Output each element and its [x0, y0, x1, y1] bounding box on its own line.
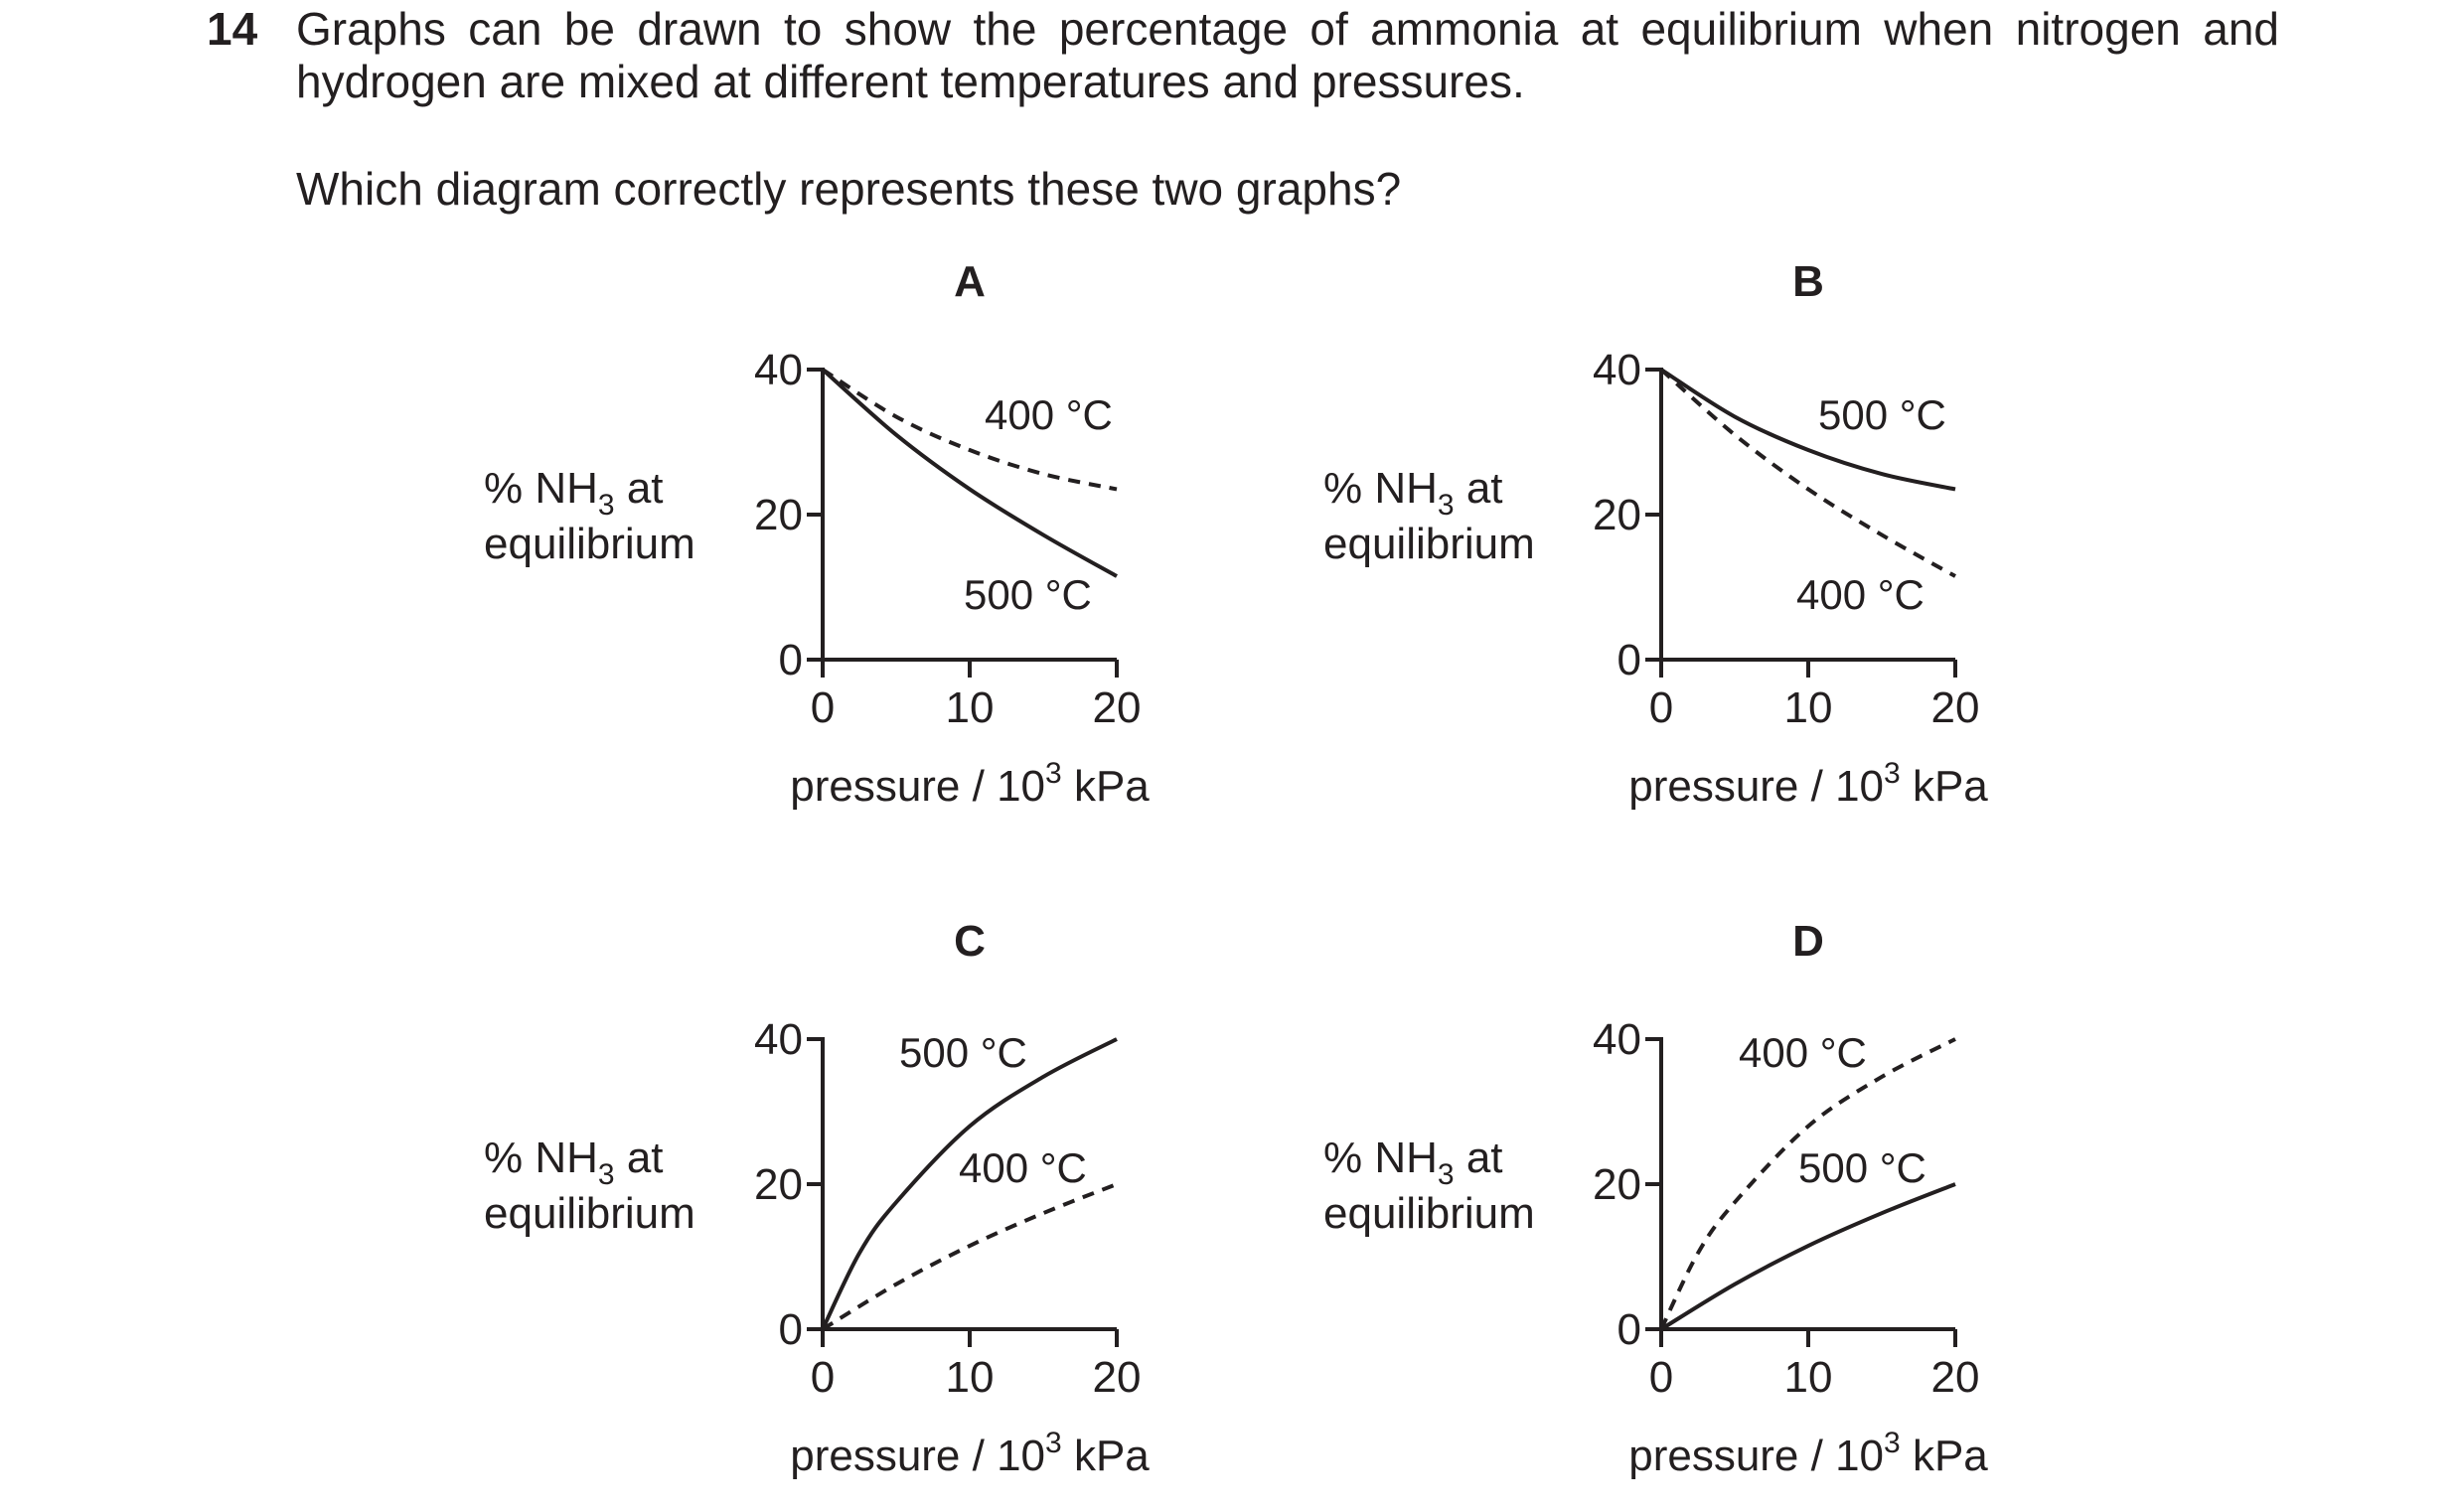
y-axis-label-line-2: equilibrium [1323, 1189, 1535, 1238]
series-label: 400 °C [1739, 1029, 1867, 1076]
option-letter: C [954, 917, 986, 966]
y-tick-label: 0 [779, 636, 803, 684]
question-number: 14 [207, 3, 258, 55]
option-b-graph: B 0 20 40 0 10 20 pressure / 103 kPa % NH3 atequ… [1323, 257, 1988, 811]
series-label: 500 °C [1818, 391, 1946, 438]
option-c-graph: C 0 20 40 0 10 20 pressure / 103 kPa % NH3 atequ… [484, 917, 1150, 1480]
x-axis-label: pressure / 103 kPa [1628, 757, 1988, 811]
question-stem-line-1: Graphs can be drawn to show the percenta… [296, 3, 2279, 55]
x-tick-label: 10 [946, 1353, 995, 1402]
series-line-dashed [1659, 368, 1956, 578]
y-tick-label: 0 [779, 1305, 803, 1354]
x-axis-label: pressure / 103 kPa [790, 757, 1150, 811]
x-tick-label: 20 [1931, 683, 1980, 732]
y-tick-label: 20 [1593, 491, 1641, 539]
y-axis-label: % NH3 at [484, 1133, 664, 1191]
y-tick-label: 40 [1593, 346, 1641, 394]
x-axis-label: pressure / 103 kPa [790, 1427, 1150, 1480]
x-tick-label: 20 [1093, 1353, 1142, 1402]
y-axis-label-line-2: equilibrium [484, 1189, 695, 1238]
y-axis-label: % NH3 at [484, 464, 664, 522]
x-tick-label: 10 [946, 683, 995, 732]
x-tick-label: 0 [811, 1353, 835, 1402]
x-tick-label: 0 [1649, 1353, 1673, 1402]
y-tick-label: 40 [1593, 1015, 1641, 1064]
series-line-dashed [821, 368, 1118, 492]
x-tick-label: 0 [1649, 683, 1673, 732]
series-label: 400 °C [959, 1144, 1087, 1191]
series-label: 500 °C [964, 571, 1092, 618]
y-axis-label: % NH3 at [1323, 1133, 1503, 1191]
series-label: 500 °C [899, 1029, 1027, 1076]
x-tick-label: 0 [811, 683, 835, 732]
series-line-dashed [1659, 1037, 1956, 1330]
series-line-solid [821, 1037, 1118, 1330]
y-tick-label: 40 [754, 1015, 803, 1064]
question-stem-line-2: hydrogen are mixed at different temperat… [296, 56, 1525, 107]
option-letter: D [1792, 917, 1824, 966]
y-tick-label: 0 [1617, 1305, 1641, 1354]
y-tick-label: 40 [754, 346, 803, 394]
option-d-graph: D 0 20 40 0 10 20 pressure / 103 kPa % NH3 atequ… [1323, 917, 1988, 1480]
question-prompt: Which diagram correctly represents these… [296, 163, 1402, 215]
y-axis-label-line-2: equilibrium [484, 520, 695, 568]
x-axis-label: pressure / 103 kPa [1628, 1427, 1988, 1480]
x-tick-label: 20 [1931, 1353, 1980, 1402]
y-axis-label: % NH3 at [1323, 464, 1503, 522]
series-label: 400 °C [1796, 571, 1925, 618]
option-a-graph: A 0 20 40 0 10 20 pressure / 103 kPa % NH3 atequ… [484, 257, 1150, 811]
option-letter: A [954, 257, 986, 306]
x-tick-label: 10 [1784, 1353, 1833, 1402]
series-line-solid [1659, 368, 1956, 492]
series-line-dashed [821, 1182, 1118, 1331]
y-tick-label: 20 [754, 1160, 803, 1209]
series-label: 500 °C [1798, 1144, 1926, 1191]
y-tick-label: 20 [1593, 1160, 1641, 1209]
series-line-solid [1659, 1182, 1956, 1331]
x-tick-label: 20 [1093, 683, 1142, 732]
series-label: 400 °C [985, 391, 1113, 438]
y-tick-label: 20 [754, 491, 803, 539]
series-line-solid [821, 368, 1118, 578]
y-tick-label: 0 [1617, 636, 1641, 684]
x-tick-label: 10 [1784, 683, 1833, 732]
y-axis-label-line-2: equilibrium [1323, 520, 1535, 568]
option-letter: B [1792, 257, 1824, 306]
